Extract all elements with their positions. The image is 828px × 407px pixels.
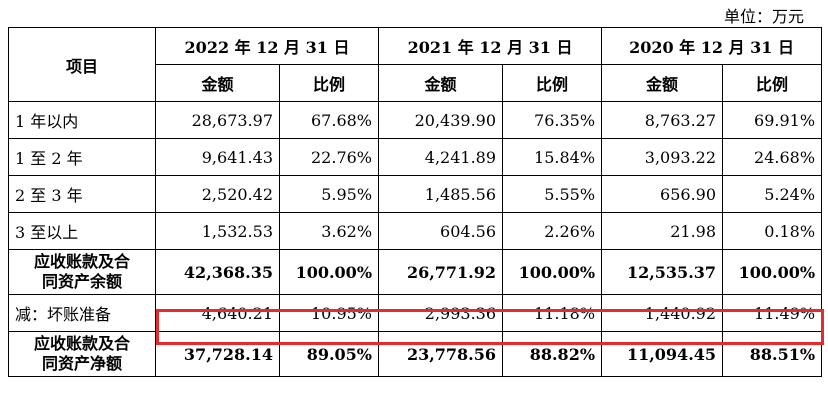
cell-value: 3.62% — [278, 212, 380, 250]
cell-value: 15.84% — [502, 138, 603, 176]
cell-value: 604.56 — [378, 212, 504, 250]
cell-value: 21.98 — [601, 212, 724, 250]
table-row-net-total: 应收账款及合 同资产净额 37,728.14 89.05% 23,778.56 8… — [8, 331, 823, 377]
cell-value: 8,763.27 — [601, 101, 724, 139]
cell-value: 88.51% — [722, 331, 823, 377]
cell-value: 20,439.90 — [378, 101, 504, 139]
row-label: 2 至 3 年 — [8, 175, 156, 213]
cell-value: 76.35% — [502, 101, 603, 139]
cell-value: 100.00% — [278, 249, 380, 295]
cell-value: 37,728.14 — [155, 331, 280, 377]
unit-label: 单位：万元 — [723, 7, 804, 26]
cell-value: 100.00% — [502, 249, 603, 295]
row-label-line: 应收账款及合 — [33, 252, 130, 271]
cell-value: 5.95% — [278, 175, 380, 213]
cell-value: 3,093.22 — [601, 138, 724, 176]
row-label-line: 同资产净额 — [41, 354, 122, 373]
cell-value: 23,778.56 — [378, 331, 504, 377]
cell-value: 12,535.37 — [601, 249, 724, 295]
amount-header: 金额 — [378, 64, 504, 102]
table-row: 1 年以内 28,673.97 67.68% 20,439.90 76.35% … — [8, 101, 823, 139]
table-row: 1 至 2 年 9,641.43 22.76% 4,241.89 15.84% … — [8, 138, 823, 176]
period-header-2020: 2020 年 12 月 31 日 — [601, 27, 823, 65]
table-row-bad-debt: 减：坏账准备 4,640.21 10.95% 2,993.36 11.18% 1… — [8, 294, 823, 332]
cell-value: 11.18% — [502, 294, 603, 332]
cell-value: 88.82% — [502, 331, 603, 377]
cell-value: 2,993.36 — [378, 294, 504, 332]
header-row-columns: 金额 比例 金额 比例 金额 比例 — [9, 64, 823, 102]
cell-value: 2,520.42 — [155, 175, 280, 213]
cell-value: 26,771.92 — [378, 249, 504, 295]
row-label: 3 至以上 — [8, 212, 156, 250]
cell-value: 5.55% — [502, 175, 603, 213]
cell-value: 28,673.97 — [155, 101, 280, 139]
amount-header: 金额 — [601, 64, 724, 102]
cell-value: 89.05% — [278, 331, 380, 377]
row-label: 应收账款及合 同资产净额 — [8, 331, 156, 377]
header-row-periods: 项目 2022 年 12 月 31 日 2021 年 12 月 31 日 202… — [8, 27, 823, 102]
row-label-line: 同资产余额 — [41, 272, 122, 291]
row-label: 应收账款及合 同资产余额 — [8, 249, 156, 295]
cell-value: 67.68% — [278, 101, 380, 139]
cell-value: 656.90 — [601, 175, 724, 213]
period-header-2022: 2022 年 12 月 31 日 — [154, 27, 380, 65]
table-row: 2 至 3 年 2,520.42 5.95% 1,485.56 5.55% 65… — [8, 175, 823, 213]
cell-value: 42,368.35 — [155, 249, 280, 295]
row-label: 1 年以内 — [8, 101, 156, 139]
receivables-aging-table: 项目 2022 年 12 月 31 日 2021 年 12 月 31 日 202… — [8, 27, 823, 377]
cell-value: 0.18% — [722, 212, 823, 250]
table-row: 3 至以上 1,532.53 3.62% 604.56 2.26% 21.98 … — [8, 212, 823, 250]
cell-value: 24.68% — [722, 138, 823, 176]
cell-value: 1,485.56 — [378, 175, 504, 213]
period-header-2021: 2021 年 12 月 31 日 — [378, 27, 603, 65]
row-label: 减：坏账准备 — [8, 294, 156, 332]
cell-value: 4,640.21 — [155, 294, 280, 332]
ratio-header: 比例 — [722, 64, 823, 102]
cell-value: 1,440.92 — [601, 294, 724, 332]
row-label-line: 应收账款及合 — [33, 334, 130, 353]
ratio-header: 比例 — [502, 64, 603, 102]
item-header: 项目 — [8, 27, 156, 102]
cell-value: 10.95% — [278, 294, 380, 332]
ratio-header: 比例 — [278, 64, 380, 102]
row-label: 1 至 2 年 — [8, 138, 156, 176]
cell-value: 22.76% — [278, 138, 380, 176]
cell-value: 1,532.53 — [155, 212, 280, 250]
cell-value: 4,241.89 — [378, 138, 504, 176]
cell-value: 5.24% — [722, 175, 823, 213]
cell-value: 2.26% — [502, 212, 603, 250]
cell-value: 9,641.43 — [155, 138, 280, 176]
cell-value: 11,094.45 — [601, 331, 724, 377]
cell-value: 11.49% — [722, 294, 823, 332]
cell-value: 100.00% — [722, 249, 823, 295]
amount-header: 金额 — [155, 64, 280, 102]
cell-value: 69.91% — [722, 101, 823, 139]
table-row-gross-total: 应收账款及合 同资产余额 42,368.35 100.00% 26,771.92 … — [8, 249, 823, 295]
